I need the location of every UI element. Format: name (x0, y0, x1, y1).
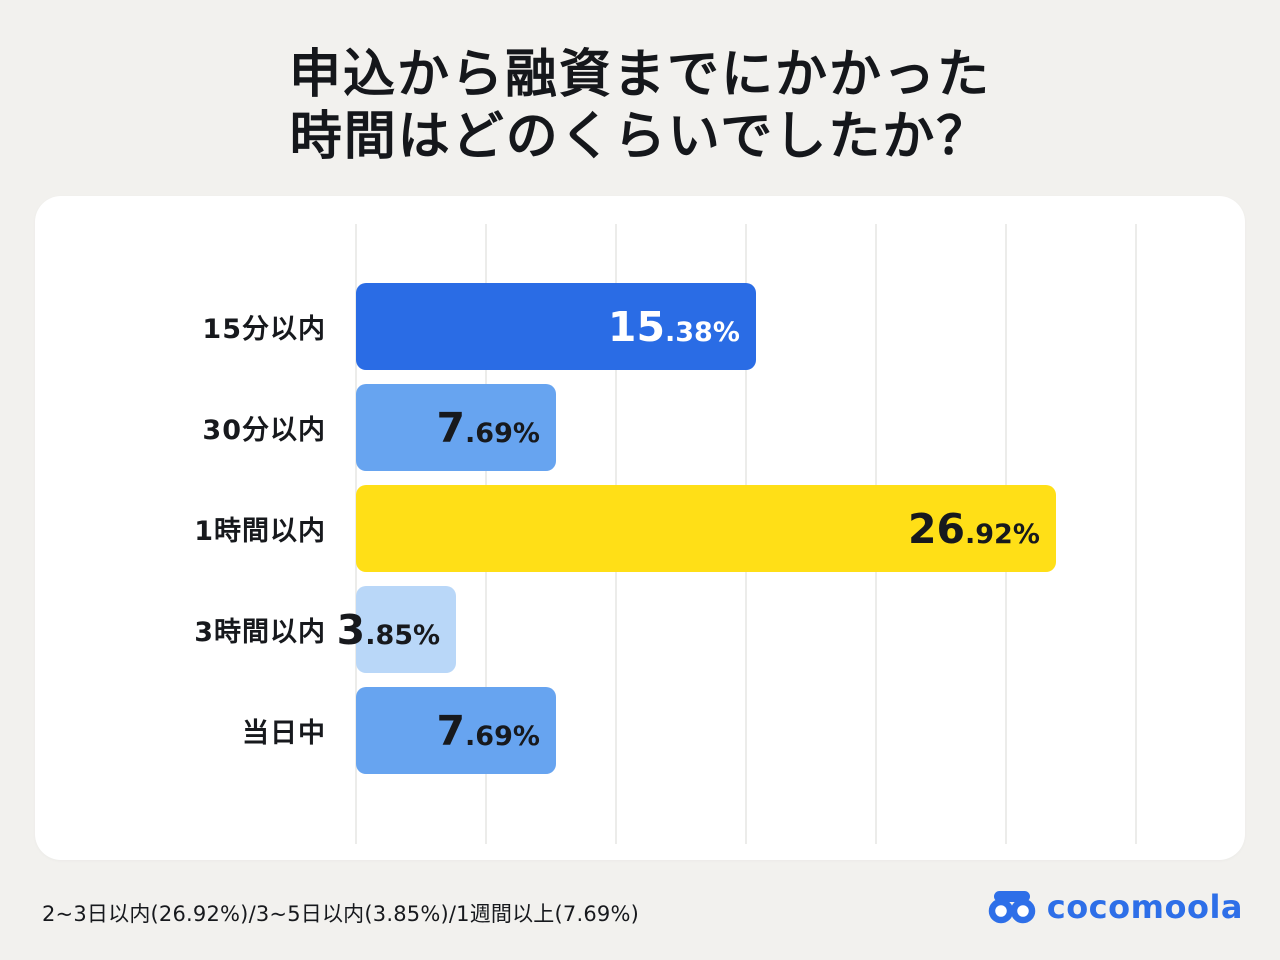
value-decimal: .85% (365, 619, 441, 651)
bar-value-label: 15.38% (608, 303, 740, 351)
value-integer: 7 (436, 706, 466, 755)
bar: 26.92% (356, 485, 1056, 572)
bar: 7.69% (356, 687, 556, 774)
brand-logo-icon (988, 891, 1035, 924)
value-integer: 15 (607, 302, 665, 351)
value-decimal: .69% (465, 720, 540, 752)
category-label: 当日中 (242, 718, 326, 749)
value-integer: 3 (336, 605, 366, 654)
chart-row: 1時間以内 26.92% (65, 485, 1136, 572)
bar-value-label: 7.69% (437, 404, 540, 452)
bar: 7.69% (356, 384, 556, 471)
value-decimal: .92% (965, 518, 1040, 550)
bar: 15.38% (356, 283, 756, 370)
chart-card: 15分以内 15.38% 30分以内 7.69% 1時間以内 26.92% 3時間以内 3.8… (35, 196, 1245, 860)
brand-logo: cocomoola (987, 888, 1243, 926)
bar-track: 15.38% (356, 283, 1136, 370)
chart-row: 3時間以内 3.85% (65, 586, 1136, 673)
bar-track: 7.69% (356, 384, 1136, 471)
chart-rows: 15分以内 15.38% 30分以内 7.69% 1時間以内 26.92% 3時間以内 3.8… (65, 283, 1136, 774)
bar-value-label: 7.69% (437, 707, 540, 755)
title-line-2: 時間はどのくらいでしたか？ (289, 107, 991, 168)
bar: 3.85% (337, 586, 457, 673)
value-decimal: .38% (664, 316, 740, 348)
title-line-1: 申込から融資までにかかった (288, 45, 991, 105)
value-integer: 26 (907, 504, 966, 553)
bar-value-label: 26.92% (908, 505, 1040, 553)
page-title: 申込から融資までにかかった 時間はどのくらいでしたか？ (0, 44, 1280, 169)
gridline (1135, 224, 1137, 844)
chart-row: 当日中 7.69% (65, 687, 1136, 774)
category-label: 1時間以内 (194, 516, 326, 547)
category-label: 3時間以内 (194, 617, 326, 648)
value-decimal: .69% (465, 417, 540, 449)
category-label: 30分以内 (202, 415, 326, 446)
bar-track: 26.92% (356, 485, 1136, 572)
bar-value-label: 3.85% (337, 606, 440, 654)
category-label: 15分以内 (202, 314, 326, 345)
value-integer: 7 (436, 403, 466, 452)
chart-row: 30分以内 7.69% (65, 384, 1136, 471)
bar-track: 7.69% (356, 687, 1136, 774)
chart-row: 15分以内 15.38% (65, 283, 1136, 370)
brand-logo-text: cocomoola (1046, 888, 1243, 926)
footer-note: 2~3日以内(26.92%)/3~5日以内(3.85%)/1週間以上(7.69%… (42, 902, 639, 926)
bar-track: 3.85% (337, 586, 1136, 673)
